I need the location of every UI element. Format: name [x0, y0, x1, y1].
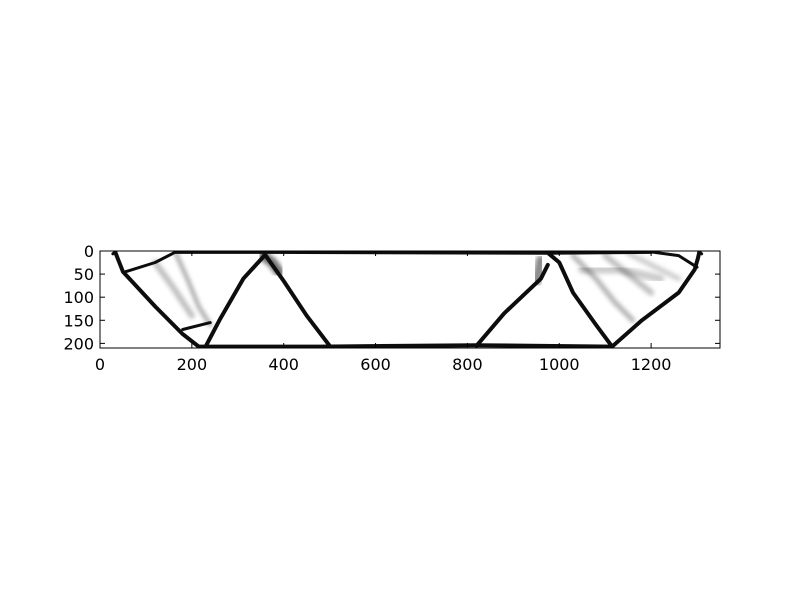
y-tick-label-200: 200 [63, 334, 94, 353]
y-tick-label-0: 0 [84, 242, 94, 261]
member-left-lower-brace [181, 321, 212, 331]
faint-member-gusset-right [531, 255, 546, 286]
member-center-left-diagonal [262, 251, 332, 348]
faint-member-left-fan-1 [173, 251, 213, 327]
y-tick-label-50: 50 [74, 265, 94, 284]
member-bottom-chord [196, 343, 615, 348]
member-left-top-brace [123, 251, 178, 274]
faint-member-left-fan-2 [152, 259, 195, 319]
member-center-right-diagonal [474, 262, 550, 348]
x-tick-label-1000: 1000 [539, 355, 580, 374]
faint-member-right-fan-3 [578, 265, 665, 283]
x-tick-label-600: 600 [360, 355, 391, 374]
axes-frame [99, 250, 721, 349]
member-top-chord [173, 251, 654, 255]
faint-member-right-fan-4 [625, 251, 682, 282]
x-tick-label-800: 800 [452, 355, 483, 374]
x-tick-label-200: 200 [177, 355, 208, 374]
heatmap-image [111, 251, 704, 348]
member-right-end-post [697, 251, 704, 256]
member-right-outer-edge [610, 251, 702, 348]
member-right-top-brace [649, 251, 699, 269]
member-left-end-post [111, 251, 117, 256]
y-tick-label-150: 150 [63, 311, 94, 330]
y-tick-label-100: 100 [63, 288, 94, 307]
x-tick-label-1200: 1200 [631, 355, 672, 374]
member-left-outer-edge [113, 251, 201, 348]
x-tick-label-400: 400 [268, 355, 299, 374]
x-tick-label-0: 0 [95, 355, 105, 374]
member-right-inner-diagonal [545, 251, 615, 348]
member-left-inner-diagonal [203, 253, 267, 348]
